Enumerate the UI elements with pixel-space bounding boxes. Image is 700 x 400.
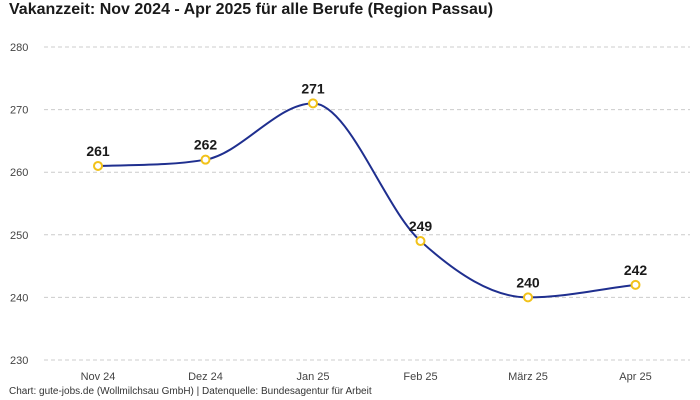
y-tick-label: 280	[10, 42, 28, 54]
data-point	[630, 279, 641, 290]
y-tick-label: 270	[10, 105, 28, 117]
data-point	[93, 160, 103, 171]
data-points	[93, 98, 641, 303]
y-tick-label: 260	[10, 167, 28, 179]
y-axis-ticks: 230 240 250 260 270 280	[10, 42, 28, 367]
data-label: 249	[409, 218, 433, 234]
data-labels: 261 262 271 249 240 242	[86, 80, 647, 290]
y-tick-label: 230	[10, 355, 28, 367]
data-point	[200, 154, 211, 165]
chart-source-footer: Chart: gute-jobs.de (Wollmilchsau GmbH) …	[9, 386, 372, 397]
x-tick-label: Jan 25	[296, 371, 329, 383]
x-tick-label: Dez 24	[188, 371, 223, 383]
y-tick-label: 250	[10, 230, 28, 242]
data-point	[523, 292, 533, 303]
x-tick-label: Nov 24	[81, 371, 116, 383]
x-tick-label: Apr 25	[619, 371, 651, 383]
y-tick-label: 240	[10, 292, 28, 304]
data-label: 262	[194, 137, 218, 153]
data-label: 240	[516, 274, 540, 290]
x-axis-ticks: Nov 24 Dez 24 Jan 25 Feb 25 März 25 Apr 25	[81, 371, 652, 383]
data-label: 261	[86, 143, 110, 159]
data-point	[308, 98, 318, 109]
data-point	[415, 236, 426, 247]
grid-layer	[44, 46, 690, 361]
series-line	[97, 102, 636, 299]
x-tick-label: März 25	[508, 371, 548, 383]
x-tick-label: Feb 25	[403, 371, 437, 383]
chart-title: Vakanzzeit: Nov 2024 - Apr 2025 für alle…	[9, 1, 494, 18]
data-label: 242	[624, 262, 648, 278]
data-label: 271	[301, 80, 325, 96]
